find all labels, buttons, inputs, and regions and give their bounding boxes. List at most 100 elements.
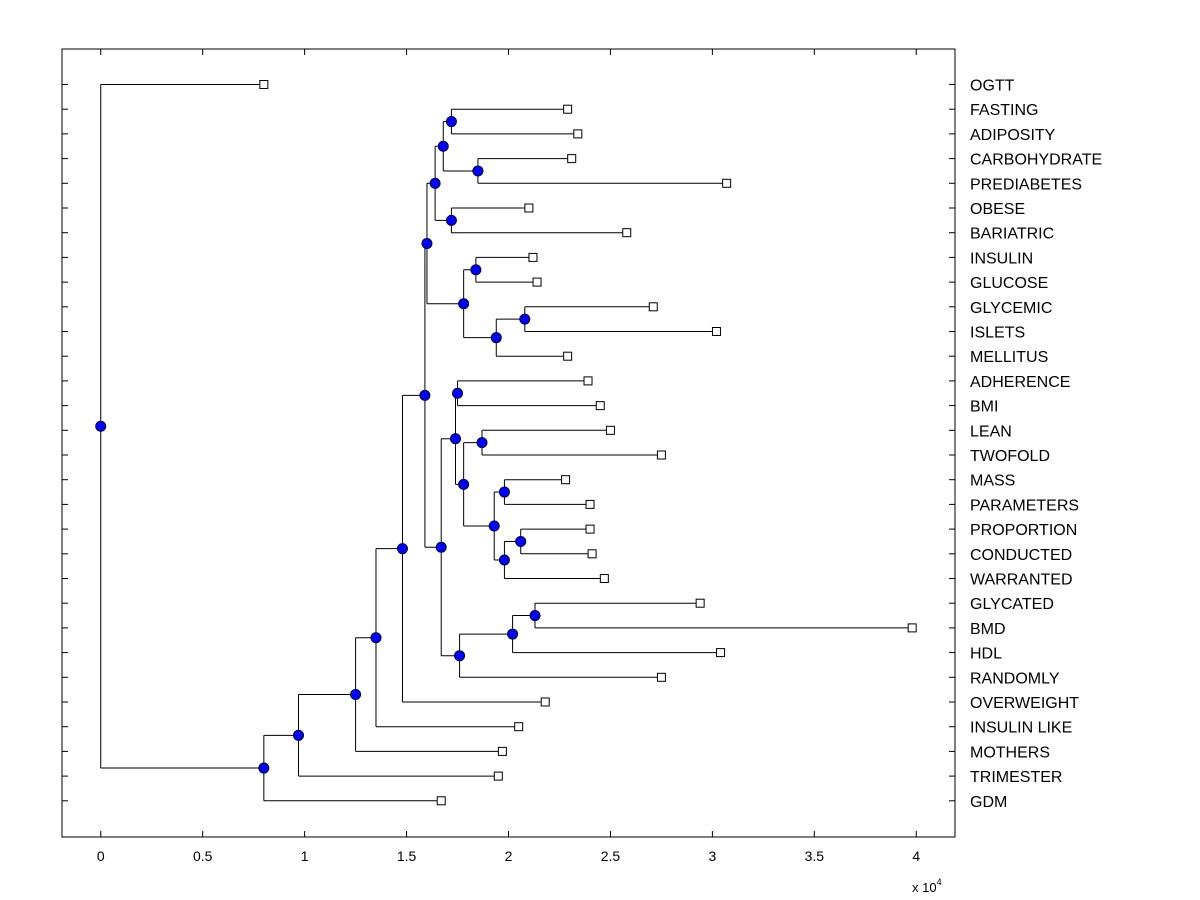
leaf-marker-28 bbox=[493, 771, 503, 781]
leaf-label-9: GLYCEMIC bbox=[970, 300, 1052, 317]
leaf-label-0: OGTT bbox=[970, 78, 1015, 95]
x-tick-label-5: 2.5 bbox=[601, 848, 621, 864]
leaf-label-14: LEAN bbox=[970, 423, 1012, 440]
leaf-label-24: RANDOMLY bbox=[970, 670, 1060, 687]
node-marker-n17 bbox=[458, 478, 470, 490]
leaf-label-6: BARIATRIC bbox=[970, 226, 1054, 243]
leaf-label-2: ADIPOSITY bbox=[970, 127, 1056, 144]
leaf-label-23: HDL bbox=[970, 646, 1002, 663]
x-tick-label-4: 2 bbox=[505, 848, 513, 864]
leaf-marker-11 bbox=[563, 351, 573, 361]
leaf-label-15: TWOFOLD bbox=[970, 448, 1050, 465]
node-marker-n3 bbox=[437, 140, 449, 152]
leaf-label-27: MOTHERS bbox=[970, 744, 1050, 761]
x-tick-label-7: 3.5 bbox=[805, 848, 825, 864]
leaf-marker-19 bbox=[587, 549, 597, 559]
node-marker-n25 bbox=[370, 632, 382, 644]
leaf-label-13: BMI bbox=[970, 399, 998, 416]
node-marker-n8 bbox=[490, 332, 502, 344]
leaf-marker-26 bbox=[514, 722, 524, 732]
leaf-label-16: MASS bbox=[970, 473, 1015, 490]
leaf-label-4: PREDIABETES bbox=[970, 176, 1082, 193]
x-tick-label-6: 3 bbox=[708, 848, 716, 864]
node-marker-n27 bbox=[293, 729, 305, 741]
node-marker-n1 bbox=[445, 116, 457, 128]
leaf-label-5: OBESE bbox=[970, 201, 1025, 218]
node-marker-n23 bbox=[419, 389, 431, 401]
x-tick-label-8: 4 bbox=[912, 848, 920, 864]
leaf-label-3: CARBOHYDRATE bbox=[970, 152, 1102, 169]
node-marker-n24 bbox=[396, 543, 408, 555]
node-markers bbox=[95, 116, 541, 774]
node-marker-n15 bbox=[498, 554, 510, 566]
leaf-marker-0 bbox=[259, 80, 269, 89]
x-axis: 0 0.5 1 1.5 2 2.5 3 3.5 4 bbox=[97, 49, 920, 864]
leaf-marker-17 bbox=[585, 499, 595, 509]
leaf-marker-23 bbox=[716, 648, 726, 658]
node-marker-n2 bbox=[472, 165, 484, 177]
node-marker-n29 bbox=[95, 420, 107, 432]
leaf-labels: OGTT FASTING ADIPOSITY CARBOHYDRATE PREDIABE… bbox=[970, 78, 1102, 811]
x-tick-label-1: 0.5 bbox=[193, 848, 213, 864]
leaf-label-1: FASTING bbox=[970, 102, 1038, 119]
leaf-label-18: PROPORTION bbox=[970, 522, 1077, 539]
leaf-marker-2 bbox=[573, 129, 583, 139]
node-marker-n12 bbox=[476, 437, 488, 449]
leaf-label-11: MELLITUS bbox=[970, 349, 1048, 366]
leaf-marker-5 bbox=[524, 203, 534, 213]
dendrogram-links bbox=[100, 84, 913, 802]
leaf-label-20: WARRANTED bbox=[970, 572, 1073, 589]
leaf-label-19: CONDUCTED bbox=[970, 547, 1072, 564]
leaf-label-26: INSULIN LIKE bbox=[970, 720, 1072, 737]
x-axis-multiplier-base: x 10 bbox=[912, 880, 937, 895]
leaf-marker-1 bbox=[563, 104, 573, 114]
leaf-marker-8 bbox=[532, 277, 542, 287]
node-marker-n14 bbox=[515, 535, 527, 547]
leaf-marker-13 bbox=[595, 401, 605, 411]
plot-frame bbox=[61, 48, 956, 838]
leaf-markers bbox=[259, 80, 917, 806]
leaf-label-28: TRIMESTER bbox=[970, 769, 1062, 786]
node-marker-n22 bbox=[435, 541, 447, 553]
leaf-marker-22 bbox=[907, 623, 917, 633]
leaf-marker-9 bbox=[648, 302, 658, 312]
leaf-label-12: ADHERENCE bbox=[970, 374, 1070, 391]
leaf-marker-4 bbox=[722, 178, 732, 188]
node-marker-n5 bbox=[429, 177, 441, 189]
node-marker-n4 bbox=[445, 214, 457, 226]
leaf-label-22: BMD bbox=[970, 621, 1006, 638]
leaf-marker-12 bbox=[583, 376, 593, 386]
x-tick-label-3: 1.5 bbox=[397, 848, 417, 864]
leaf-label-8: GLUCOSE bbox=[970, 275, 1048, 292]
leaf-marker-27 bbox=[497, 746, 507, 756]
x-axis-multiplier-exponent: 4 bbox=[937, 877, 942, 887]
leaf-marker-21 bbox=[695, 598, 705, 608]
leaf-label-7: INSULIN bbox=[970, 250, 1033, 267]
node-marker-n26 bbox=[350, 689, 362, 701]
node-marker-n18 bbox=[449, 433, 461, 445]
node-marker-n10 bbox=[421, 238, 433, 250]
leaf-label-17: PARAMETERS bbox=[970, 497, 1079, 514]
node-marker-n11 bbox=[452, 387, 464, 399]
leaf-label-21: GLYCATED bbox=[970, 596, 1054, 613]
x-axis-multiplier: x 104 bbox=[912, 877, 942, 895]
leaf-marker-29 bbox=[436, 796, 446, 806]
node-marker-n16 bbox=[488, 520, 500, 532]
node-marker-n20 bbox=[507, 628, 519, 640]
x-tick-label-2: 1 bbox=[301, 848, 309, 864]
leaf-marker-14 bbox=[605, 425, 615, 435]
leaf-marker-20 bbox=[599, 574, 609, 583]
leaf-marker-24 bbox=[656, 672, 666, 682]
y-tick-marks bbox=[62, 84, 955, 802]
leaf-marker-15 bbox=[656, 450, 666, 460]
leaf-marker-16 bbox=[561, 475, 571, 485]
leaf-marker-7 bbox=[528, 252, 538, 262]
leaf-marker-25 bbox=[540, 697, 550, 707]
leaf-label-25: OVERWEIGHT bbox=[970, 695, 1079, 712]
node-marker-n28 bbox=[258, 762, 270, 774]
x-tick-label-0: 0 bbox=[97, 848, 105, 864]
node-marker-n21 bbox=[454, 650, 466, 662]
leaf-marker-18 bbox=[585, 524, 595, 534]
leaf-label-29: GDM bbox=[970, 794, 1007, 811]
node-marker-n9 bbox=[458, 298, 470, 310]
